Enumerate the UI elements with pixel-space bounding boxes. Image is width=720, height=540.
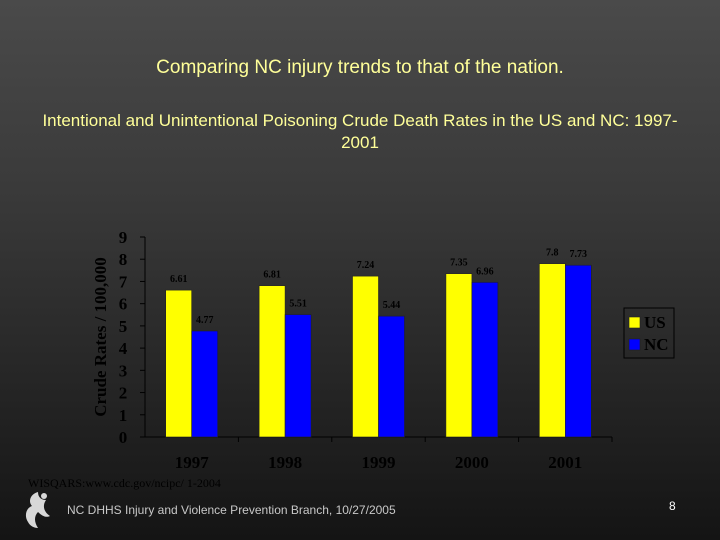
y-tick-label: 5 — [119, 317, 128, 336]
bar-us-2001 — [538, 263, 566, 438]
x-tick-label: 2000 — [455, 453, 489, 472]
slide-title: Comparing NC injury trends to that of th… — [156, 57, 564, 78]
bar-nc-1999 — [378, 315, 405, 438]
y-axis-title: Crude Rates / 100,000 — [91, 257, 110, 417]
y-tick-label: 7 — [119, 272, 128, 291]
data-label: 6.61 — [170, 274, 188, 285]
y-tick-label: 2 — [119, 384, 128, 403]
data-label: 4.77 — [196, 315, 214, 326]
page-number: 8 — [669, 499, 676, 513]
x-tick-label: 1999 — [362, 453, 396, 472]
bar-us-2000 — [445, 273, 473, 438]
y-tick-label: 0 — [119, 428, 128, 447]
data-label: 7.8 — [546, 248, 559, 259]
logo-icon — [20, 488, 56, 537]
y-tick-label: 9 — [119, 228, 128, 247]
chart-title: Intentional and Unintentional Poisoning … — [42, 111, 678, 152]
legend-label-nc: NC — [644, 335, 669, 354]
legend-box — [623, 307, 675, 359]
y-tick-label: 4 — [119, 339, 128, 358]
bar-us-1997 — [165, 289, 192, 438]
source-note: WISQARS:www.cdc.gov/ncipc/ 1-2004 — [28, 476, 221, 490]
x-tick-label: 2001 — [548, 453, 582, 472]
bar-us-1999 — [352, 275, 379, 438]
data-label: 7.73 — [570, 249, 588, 260]
x-tick-label: 1997 — [175, 453, 210, 472]
footer-text: NC DHHS Injury and Violence Prevention B… — [67, 503, 396, 517]
data-label: 6.81 — [263, 270, 281, 281]
legend-swatch-nc — [628, 338, 641, 351]
y-tick-label: 1 — [119, 406, 128, 425]
bar-nc-2001 — [564, 264, 592, 438]
data-label: 6.96 — [476, 266, 494, 277]
y-tick-label: 6 — [119, 295, 128, 314]
legend-label-us: US — [644, 313, 666, 332]
x-tick-label: 1998 — [268, 453, 302, 472]
bar-us-1998 — [258, 285, 286, 438]
bar-nc-2000 — [471, 282, 499, 438]
y-tick-label: 3 — [119, 361, 128, 380]
data-label: 7.24 — [357, 260, 375, 271]
data-label: 5.44 — [383, 300, 401, 311]
y-tick-label: 8 — [119, 250, 128, 269]
bar-nc-1997 — [191, 330, 218, 438]
bar-nc-1998 — [284, 314, 312, 438]
legend-swatch-us — [628, 316, 641, 329]
data-label: 5.51 — [289, 299, 307, 310]
data-label: 7.35 — [450, 258, 468, 269]
